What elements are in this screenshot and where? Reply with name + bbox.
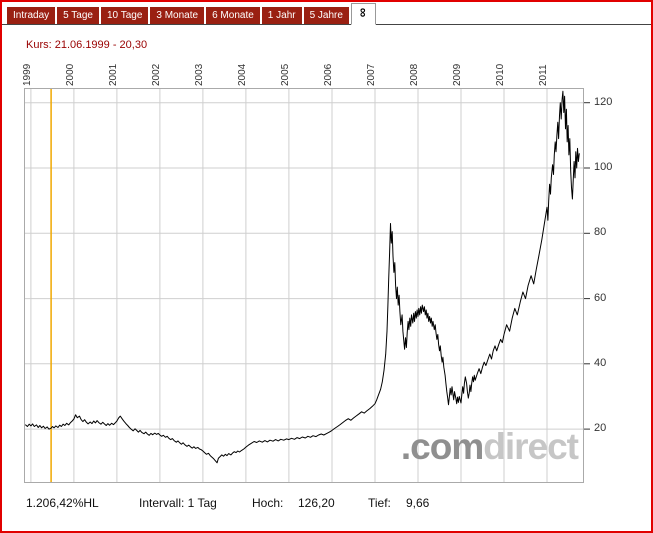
x-axis-year-label: 2001 xyxy=(108,63,119,86)
interval-label: Intervall: 1 Tag xyxy=(139,496,217,510)
y-axis-value-label: 60 xyxy=(594,292,607,304)
tab-label: 1 Jahr xyxy=(267,10,296,21)
tab-5-tage[interactable]: 5 Tage xyxy=(57,7,99,24)
tab-bar: Intraday 5 Tage 10 Tage 3 Monate 6 Monate 1 J… xyxy=(2,2,651,25)
tab-3-monate[interactable]: 3 Monate xyxy=(150,7,205,24)
infinity-icon: ∞ xyxy=(356,7,372,18)
chart-area: 1999 2000 2001 2002 2003 2004 2005 2006 2007 2008… xyxy=(22,54,644,499)
y-axis-value-label: 100 xyxy=(594,161,613,173)
tab-6-monate[interactable]: 6 Monate xyxy=(206,7,260,24)
tab-label: Intraday xyxy=(13,10,50,21)
y-axis-value-label: 40 xyxy=(594,357,607,369)
price-chart-plot[interactable] xyxy=(24,88,592,483)
hoch-label: Hoch: xyxy=(252,496,284,510)
tab-5-jahre[interactable]: 5 Jahre xyxy=(303,7,349,24)
x-axis-year-label: 2004 xyxy=(237,63,248,86)
x-axis-year-label: 2011 xyxy=(538,64,549,86)
x-axis-year-label: 2010 xyxy=(495,63,506,86)
x-axis-year-label: 2007 xyxy=(366,63,377,86)
x-axis-year-label: 2006 xyxy=(323,63,334,86)
tab-label: 5 Tage xyxy=(63,10,93,21)
tab-10-tage[interactable]: 10 Tage xyxy=(100,7,149,24)
x-axis-year-label: 2003 xyxy=(194,63,205,86)
status-bar: 1.206,42%HL Intervall: 1 Tag Hoch: 126,2… xyxy=(2,496,651,512)
x-axis-year-label: 2002 xyxy=(151,63,162,86)
hoch-value: 126,20 xyxy=(298,496,335,510)
tab-label: 5 Jahre xyxy=(309,10,343,21)
y-axis-value-label: 20 xyxy=(594,422,607,434)
kurs-readout: Kurs: 21.06.1999 - 20,30 xyxy=(26,39,148,51)
tab-label: 10 Tage xyxy=(106,10,143,21)
x-axis-year-label: 1999 xyxy=(22,63,33,86)
tab-max[interactable]: ∞ xyxy=(350,3,377,25)
x-axis-year-label: 2000 xyxy=(65,63,76,86)
tief-label: Tief: xyxy=(368,496,391,510)
y-axis-value-label: 120 xyxy=(594,96,613,108)
tab-label: 6 Monate xyxy=(212,10,254,21)
tief-value: 9,66 xyxy=(406,496,430,510)
x-axis-year-label: 2009 xyxy=(452,63,463,86)
y-axis-value-label: 80 xyxy=(594,226,607,238)
change-percent: 1.206,42%HL xyxy=(26,496,99,510)
x-axis-year-label: 2008 xyxy=(409,63,420,86)
tab-1-jahr[interactable]: 1 Jahr xyxy=(261,7,302,24)
x-axis-year-label: 2005 xyxy=(280,63,291,86)
tab-label: 3 Monate xyxy=(156,10,199,21)
tab-intraday[interactable]: Intraday xyxy=(7,7,56,24)
